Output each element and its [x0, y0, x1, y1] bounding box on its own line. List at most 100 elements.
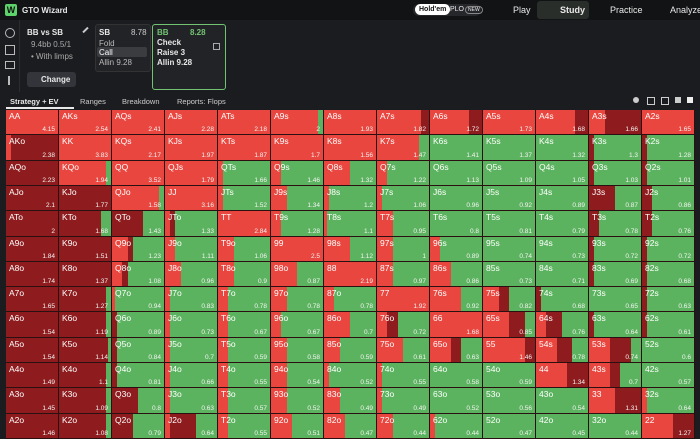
hand-cell[interactable]: J4s 0.89 — [536, 185, 589, 212]
hand-cell[interactable]: J7o 0.83 — [165, 287, 218, 313]
hand-cell[interactable]: T6s 0.8 — [430, 211, 483, 237]
hand-cell[interactable]: K4o 1.1 — [59, 363, 112, 389]
hand-cell[interactable]: QJs 1.79 — [165, 160, 218, 186]
hand-cell[interactable]: Q3o 0.8 — [112, 388, 165, 414]
hand-cell[interactable]: 75o 0.61 — [377, 337, 430, 364]
hand-cell[interactable]: 73o 0.49 — [377, 388, 430, 414]
hand-cell[interactable]: J4o 0.66 — [165, 363, 218, 389]
toolbar-tab[interactable]: Reports: Flops — [177, 97, 226, 106]
hand-cell[interactable]: Q3s 1.03 — [589, 160, 642, 186]
hand-cell[interactable]: T4s 0.79 — [536, 211, 589, 237]
hand-cell[interactable]: 53s 0.74 — [589, 337, 642, 364]
hand-cell[interactable]: A3s 1.66 — [589, 110, 642, 136]
hand-cell[interactable]: 33 1.31 — [589, 388, 642, 414]
hand-cell[interactable]: J8o 0.96 — [165, 261, 218, 288]
hand-cell[interactable]: Q5s 1.09 — [483, 160, 536, 186]
hand-cell[interactable]: A4o 1.49 — [6, 363, 59, 389]
hand-cell[interactable]: 32o 0.44 — [589, 413, 642, 439]
hand-cell[interactable]: 99 2.5 — [271, 236, 324, 262]
hand-cell[interactable]: Q2s 1.01 — [642, 160, 695, 186]
hand-cell[interactable]: 54s 0.78 — [536, 337, 589, 364]
hand-cell[interactable]: 54o 0.59 — [483, 363, 536, 389]
hand-cell[interactable]: TT 2.84 — [218, 211, 271, 237]
hand-cell[interactable]: AQo 2.23 — [6, 160, 59, 186]
hand-cell[interactable]: K3s 1.3 — [589, 135, 642, 161]
toolbar-tab[interactable]: Ranges — [80, 97, 106, 106]
hand-cell[interactable]: Q9o 1.23 — [112, 236, 165, 262]
hand-cell[interactable]: 66 1.68 — [430, 312, 483, 338]
hand-cell[interactable]: 22 1.27 — [642, 413, 695, 439]
hand-cell[interactable]: J3o 0.63 — [165, 388, 218, 414]
icon[interactable] — [675, 97, 681, 103]
hand-cell[interactable]: 63s 0.64 — [589, 312, 642, 338]
hand-cell[interactable]: 92s 0.72 — [642, 236, 695, 262]
hand-cell[interactable]: 83o 0.49 — [324, 388, 377, 414]
hand-cell[interactable]: 86o 0.7 — [324, 312, 377, 338]
hand-cell[interactable]: KQs 2.17 — [112, 135, 165, 161]
hand-cell[interactable]: K7o 1.27 — [59, 287, 112, 313]
hand-cell[interactable]: A2s 1.65 — [642, 110, 695, 136]
hand-cell[interactable]: A6s 1.72 — [430, 110, 483, 136]
hand-cell[interactable]: 98s 1.12 — [324, 236, 377, 262]
hand-cell[interactable]: K6o 1.19 — [59, 312, 112, 338]
hand-cell[interactable]: K6s 1.41 — [430, 135, 483, 161]
hand-cell[interactable]: 95s 0.74 — [483, 236, 536, 262]
action[interactable]: Fold — [99, 39, 115, 48]
hand-cell[interactable]: 42o 0.45 — [536, 413, 589, 439]
hand-cell[interactable]: 96o 0.67 — [271, 312, 324, 338]
tab-practice[interactable]: Practice — [610, 5, 643, 15]
hand-cell[interactable]: J6s 0.96 — [430, 185, 483, 212]
hand-cell[interactable]: AJo 2.1 — [6, 185, 59, 212]
hand-cell[interactable]: K5s 1.37 — [483, 135, 536, 161]
hand-cell[interactable]: J7s 1.06 — [377, 185, 430, 212]
hand-cell[interactable]: Q7s 1.22 — [377, 160, 430, 186]
hand-cell[interactable]: KJs 1.97 — [165, 135, 218, 161]
hand-cell[interactable]: A9o 1.84 — [6, 236, 59, 262]
hand-cell[interactable]: 65o 0.63 — [430, 337, 483, 364]
hand-cell[interactable]: A5o 1.54 — [6, 337, 59, 364]
hand-cell[interactable]: J9o 1.11 — [165, 236, 218, 262]
hand-cell[interactable]: J5o 0.7 — [165, 337, 218, 364]
icon[interactable] — [633, 97, 639, 103]
hand-cell[interactable]: T8o 0.9 — [218, 261, 271, 288]
hand-cell[interactable]: J5s 0.92 — [483, 185, 536, 212]
hand-cell[interactable]: K2o 1.08 — [59, 413, 112, 439]
hand-cell[interactable]: KQo 1.94 — [59, 160, 112, 186]
hand-cell[interactable]: 85s 0.73 — [483, 261, 536, 288]
hand-cell[interactable]: J6o 0.73 — [165, 312, 218, 338]
hand-cell[interactable]: 76s 0.92 — [430, 287, 483, 313]
hand-cell[interactable]: 87o 0.78 — [324, 287, 377, 313]
lock-icon[interactable] — [213, 43, 220, 50]
hand-cell[interactable]: T5s 0.81 — [483, 211, 536, 237]
hand-cell[interactable]: K2s 1.28 — [642, 135, 695, 161]
action[interactable]: Allin 9.28 — [157, 58, 193, 67]
edit-icon[interactable] — [82, 26, 89, 34]
hand-cell[interactable]: QJo 1.58 — [112, 185, 165, 212]
hand-cell[interactable]: 83s 0.69 — [589, 261, 642, 288]
hand-cell[interactable]: KTs 1.87 — [218, 135, 271, 161]
icon[interactable] — [5, 45, 15, 55]
hand-cell[interactable]: 72o 0.44 — [377, 413, 430, 439]
hand-cell[interactable]: 93o 0.52 — [271, 388, 324, 414]
icon[interactable] — [5, 28, 15, 38]
action[interactable]: Call — [99, 48, 113, 57]
hand-cell[interactable]: Q2o 0.79 — [112, 413, 165, 439]
hand-cell[interactable]: 62s 0.61 — [642, 312, 695, 338]
hand-cell[interactable]: Q9s 1.46 — [271, 160, 324, 186]
hand-cell[interactable]: 84s 0.71 — [536, 261, 589, 288]
hand-cell[interactable]: A2o 1.46 — [6, 413, 59, 439]
mode-holdem[interactable]: Hold'em — [415, 4, 451, 15]
hand-cell[interactable]: T3o 0.57 — [218, 388, 271, 414]
hand-cell[interactable]: 63o 0.52 — [430, 388, 483, 414]
icon[interactable] — [5, 61, 15, 69]
change-button[interactable]: Change — [27, 72, 77, 87]
icon[interactable] — [647, 97, 655, 105]
hand-cell[interactable]: 92o 0.51 — [271, 413, 324, 439]
toolbar-tab[interactable]: Breakdown — [122, 97, 160, 106]
hand-cell[interactable]: J2s 0.86 — [642, 185, 695, 212]
hand-cell[interactable]: J3s 0.87 — [589, 185, 642, 212]
hand-cell[interactable]: A8o 1.74 — [6, 261, 59, 288]
hand-cell[interactable]: 72s 0.63 — [642, 287, 695, 313]
hand-cell[interactable]: KJo 1.77 — [59, 185, 112, 212]
hand-cell[interactable]: 74o 0.55 — [377, 363, 430, 389]
